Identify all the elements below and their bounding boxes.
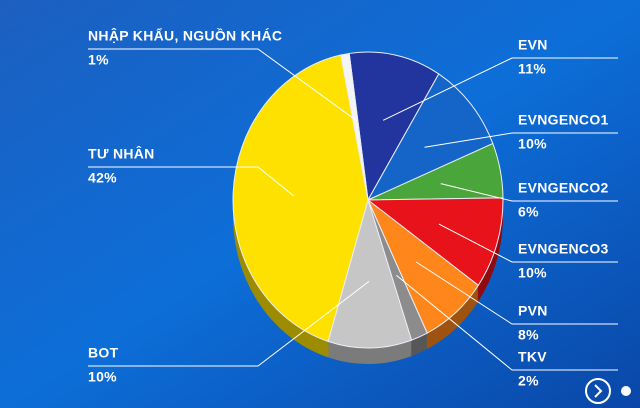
category-label: EVNGENCO1 — [518, 112, 609, 128]
leader-line — [424, 132, 618, 148]
category-label: PVN — [518, 303, 548, 319]
category-label: BOT — [88, 345, 119, 361]
next-button[interactable] — [585, 378, 611, 404]
category-label: TƯ NHÂN — [88, 145, 155, 162]
page-dot[interactable] — [621, 386, 631, 396]
leader-line — [88, 280, 370, 367]
slice — [348, 51, 440, 202]
leader-line — [395, 274, 618, 371]
category-label: EVNGENCO2 — [518, 180, 609, 196]
leader-line — [440, 183, 618, 202]
slice — [366, 197, 504, 287]
value-label: 42% — [88, 170, 117, 186]
value-label: 11% — [518, 61, 546, 77]
category-label: TKV — [518, 349, 547, 365]
category-label: NHẬP KHẨU, NGUỒN KHÁC — [88, 27, 282, 44]
labels: EVN 11% EVNGENCO1 10% EVNGENCO2 6% EVNGENCO3 10… — [88, 27, 618, 389]
value-label: 8% — [518, 327, 539, 343]
slice — [327, 198, 413, 349]
value-label: 6% — [518, 204, 539, 220]
next-arrow — [594, 384, 603, 398]
value-label: 10% — [88, 369, 117, 385]
value-label: 2% — [518, 373, 539, 389]
leader-line — [382, 57, 618, 121]
category-label: EVN — [518, 37, 548, 53]
leader-line — [88, 48, 356, 121]
leader-line — [415, 261, 618, 325]
pie — [232, 51, 504, 365]
slice — [232, 54, 369, 343]
value-label: 10% — [518, 136, 547, 152]
slice — [340, 52, 369, 201]
leader-line — [88, 166, 295, 197]
category-label: EVNGENCO3 — [518, 241, 609, 257]
value-label: 1% — [88, 52, 109, 68]
slice — [366, 73, 494, 202]
value-label: 10% — [518, 265, 547, 281]
leader-line — [438, 223, 618, 263]
